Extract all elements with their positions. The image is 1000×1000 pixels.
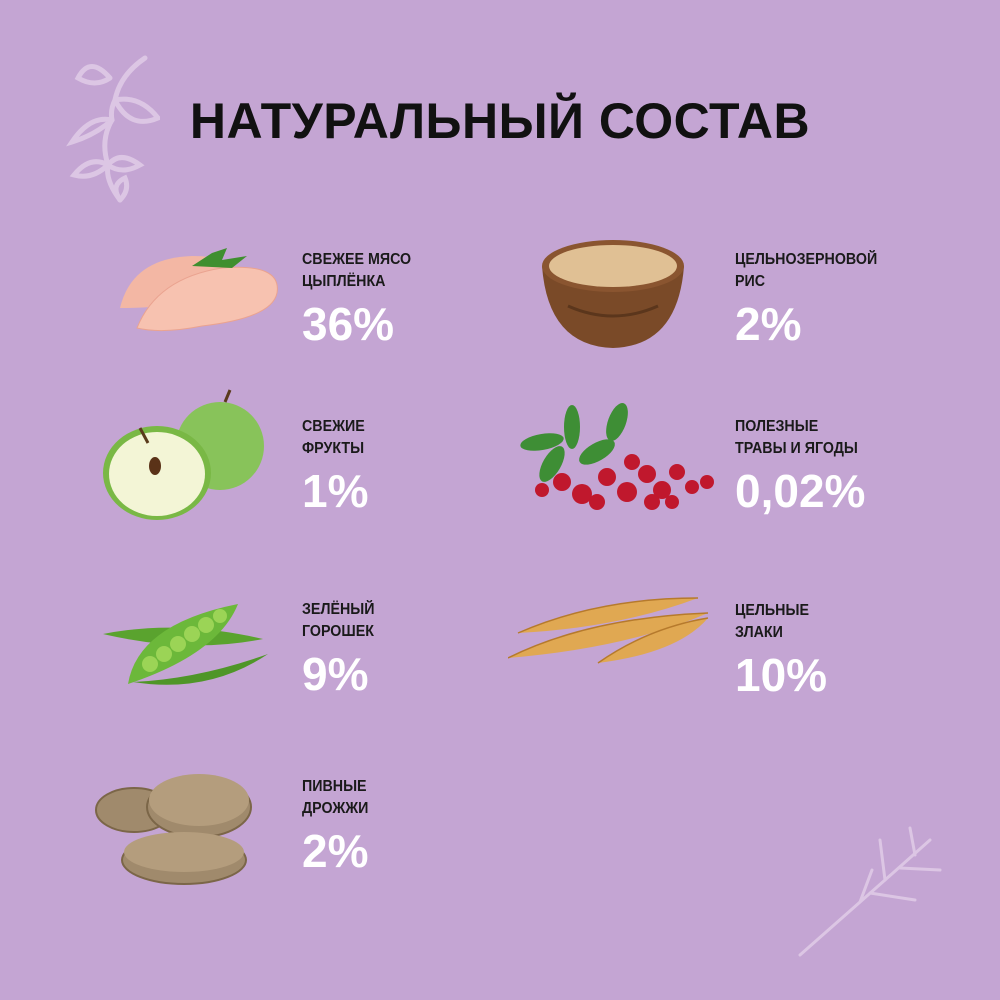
ingredient-peas: ЗЕЛЁНЫЙ ГОРОШЕК 9% — [302, 599, 381, 699]
ingredient-grains: ЦЕЛЬНЫЕ ЗЛАКИ 10% — [735, 600, 827, 700]
ingredient-percent: 2% — [302, 825, 369, 877]
ingredient-label: ЦЕЛЬНОЗЕРНОВОЙ РИС — [735, 251, 878, 290]
green-apple-icon — [103, 389, 264, 520]
ingredient-label: ПИВНЫЕ ДРОЖЖИ — [302, 778, 369, 817]
ingredient-chicken: СВЕЖЕЕ МЯСО ЦЫПЛЁНКА 36% — [302, 249, 421, 349]
ingredient-label: СВЕЖЕЕ МЯСО ЦЫПЛЁНКА — [302, 251, 412, 290]
cranberries-icon — [520, 402, 714, 510]
ingredient-label: СВЕЖИЕ ФРУКТЫ — [302, 418, 365, 457]
ingredient-fruits: СВЕЖИЕ ФРУКТЫ 1% — [302, 416, 370, 516]
ingredient-herbs-berries: ПОЛЕЗНЫЕ ТРАВЫ И ЯГОДЫ 0,02% — [735, 416, 869, 516]
rice-bowl-icon — [542, 240, 684, 348]
ingredient-percent: 36% — [302, 298, 395, 350]
green-peas-icon — [103, 604, 268, 685]
chicken-breast-icon — [120, 248, 278, 332]
ingredient-label: ЦЕЛЬНЫЕ ЗЛАКИ — [735, 602, 809, 641]
page-title: НАТУРАЛЬНЫЙ СОСТАВ — [189, 93, 811, 149]
ingredient-label: ЗЕЛЁНЫЙ ГОРОШЕК — [302, 601, 375, 640]
ingredient-percent: 0,02% — [735, 465, 866, 517]
ingredient-percent: 1% — [302, 465, 369, 517]
ingredient-percent: 10% — [735, 649, 828, 701]
ingredient-label: ПОЛЕЗНЫЕ ТРАВЫ И ЯГОДЫ — [735, 418, 858, 457]
yeast-tablets-icon — [95, 774, 252, 885]
ingredient-percent: 2% — [735, 298, 802, 350]
ingredient-percent: 9% — [302, 648, 369, 700]
ingredient-yeast: ПИВНЫЕ ДРОЖЖИ 2% — [302, 776, 374, 876]
ingredient-rice: ЦЕЛЬНОЗЕРНОВОЙ РИС 2% — [735, 249, 890, 349]
wheat-icon — [508, 597, 709, 664]
leaf-branch-icon — [66, 55, 160, 203]
twig-icon — [798, 826, 942, 957]
